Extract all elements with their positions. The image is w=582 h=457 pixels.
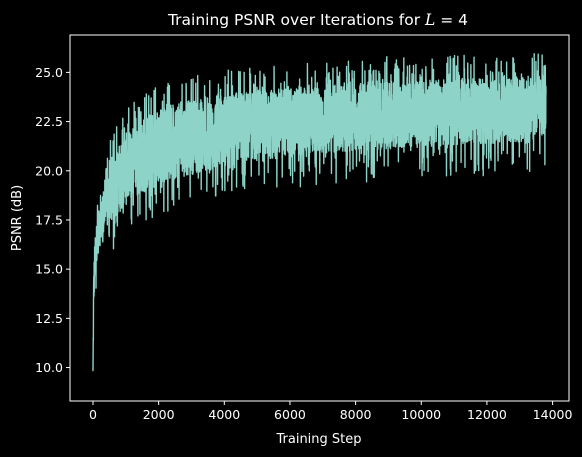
y-tick-label: 15.0	[35, 262, 63, 277]
x-tick-label: 0	[89, 407, 97, 422]
plot-area	[92, 53, 547, 372]
y-tick-label: 17.5	[35, 212, 63, 227]
x-tick-label: 10000	[401, 407, 441, 422]
axes-frame	[69, 34, 570, 402]
chart-title-equation: = 4	[435, 11, 468, 29]
y-axis-label: PSNR (dB)	[10, 185, 25, 251]
x-axis-label: Training Step	[275, 432, 361, 447]
y-tick-label: 12.5	[35, 311, 63, 326]
psnr-line	[92, 53, 547, 372]
x-tick-label: 8000	[340, 407, 372, 422]
x-tick-label: 2000	[143, 407, 175, 422]
x-tick-label: 4000	[208, 407, 240, 422]
y-tick-label: 10.0	[35, 360, 63, 375]
y-tick-label: 20.0	[35, 163, 63, 178]
y-tick-label: 22.5	[35, 114, 63, 129]
x-axis: 0 2000 4000 6000 8000 10000 12000 14000	[89, 401, 573, 422]
y-axis: 10.0 12.5 15.0 17.5 20.0 22.5 25.0	[35, 65, 70, 375]
x-tick-label: 12000	[467, 407, 507, 422]
y-tick-label: 25.0	[35, 65, 63, 80]
chart-title-variable: L	[424, 11, 435, 29]
x-tick-label: 6000	[274, 407, 306, 422]
chart-title: Training PSNR over Iterations for L = 4	[167, 11, 468, 29]
chart-title-main: Training PSNR over Iterations for	[167, 11, 425, 29]
x-tick-label: 14000	[533, 407, 573, 422]
psnr-series	[92, 53, 547, 372]
